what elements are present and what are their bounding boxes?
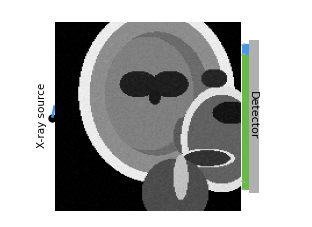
- Text: Detector: Detector: [248, 91, 258, 139]
- Bar: [242, 45, 249, 56]
- Bar: [249, 41, 259, 193]
- Bar: [242, 56, 249, 190]
- Text: X-ray source: X-ray source: [37, 82, 47, 147]
- Bar: [81, 181, 225, 190]
- Text: Unreliable
portions: Unreliable portions: [89, 39, 160, 67]
- Bar: [81, 45, 225, 56]
